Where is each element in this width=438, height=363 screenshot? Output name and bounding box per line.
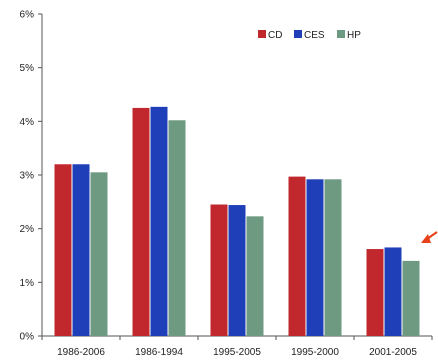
y-axis: 0% 1% 2% 3% 4% 5% 6% [20, 10, 43, 343]
bar-hp-1995-2000 [324, 179, 342, 336]
legend-label-ces: CES [304, 30, 325, 41]
y-tick-label: 5% [20, 63, 35, 74]
x-axis: 1986-2006 1986-1994 1995-2005 1995-2000 2001… [41, 335, 433, 358]
bar-hp-2001-2005 [402, 260, 420, 336]
bar-cd-1986-2006 [54, 164, 72, 336]
annotation-arrow [421, 231, 438, 243]
legend-swatch-ces [294, 30, 302, 38]
bars [54, 106, 420, 337]
x-tick-label: 2001-2005 [369, 347, 417, 358]
bar-cd-1986-1994 [132, 107, 150, 337]
bar-hp-1995-2005 [246, 216, 264, 336]
bar-hp-1986-2006 [90, 172, 108, 336]
bar-cd-1995-2005 [210, 204, 228, 336]
y-tick-label: 2% [20, 224, 35, 235]
legend: CD CES HP [258, 30, 361, 41]
x-tick-label: 1995-2000 [291, 347, 339, 358]
bar-ces-1995-2005 [228, 205, 246, 336]
x-tick-label: 1986-1994 [135, 347, 183, 358]
bar-ces-1986-1994 [150, 106, 168, 337]
bar-ces-1995-2000 [306, 179, 324, 336]
annotation-arrow-head [421, 234, 431, 243]
bar-ces-2001-2005 [384, 247, 402, 336]
legend-swatch-cd [258, 30, 266, 38]
x-tick-label: 1995-2005 [213, 347, 261, 358]
y-tick-label: 1% [20, 278, 35, 289]
bar-ces-1986-2006 [72, 164, 90, 336]
x-tick-label: 1986-2006 [57, 347, 105, 358]
legend-label-hp: HP [347, 30, 361, 41]
bar-hp-1986-1994 [168, 120, 186, 336]
bar-cd-1995-2000 [288, 176, 306, 336]
legend-swatch-hp [337, 30, 345, 38]
y-tick-label: 3% [20, 171, 35, 182]
y-tick-label: 4% [20, 117, 35, 128]
y-tick-label: 6% [20, 10, 35, 21]
legend-label-cd: CD [268, 30, 282, 41]
bar-cd-2001-2005 [366, 249, 384, 336]
y-tick-label: 0% [20, 332, 35, 343]
